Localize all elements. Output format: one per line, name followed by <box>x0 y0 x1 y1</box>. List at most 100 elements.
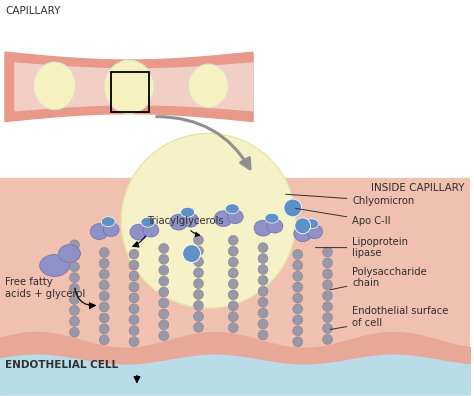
Text: Triacylglycerols: Triacylglycerols <box>147 216 224 236</box>
Circle shape <box>193 289 203 299</box>
Circle shape <box>159 276 169 286</box>
Circle shape <box>258 330 268 340</box>
Circle shape <box>99 302 109 312</box>
Circle shape <box>258 265 268 274</box>
Circle shape <box>99 291 109 301</box>
Circle shape <box>193 235 203 245</box>
Circle shape <box>99 335 109 345</box>
Circle shape <box>323 269 332 279</box>
Circle shape <box>293 271 303 281</box>
Circle shape <box>70 327 80 337</box>
Circle shape <box>228 279 238 289</box>
Circle shape <box>70 316 80 326</box>
Circle shape <box>228 246 238 256</box>
Circle shape <box>293 293 303 303</box>
Ellipse shape <box>103 223 119 236</box>
Circle shape <box>258 286 268 296</box>
Circle shape <box>293 315 303 325</box>
Circle shape <box>323 280 332 290</box>
Circle shape <box>70 251 80 261</box>
Circle shape <box>70 295 80 305</box>
Circle shape <box>193 257 203 267</box>
Ellipse shape <box>170 214 188 230</box>
Circle shape <box>293 337 303 346</box>
Circle shape <box>159 265 169 275</box>
Circle shape <box>258 297 268 307</box>
Text: INSIDE CAPILLARY: INSIDE CAPILLARY <box>371 183 465 193</box>
Bar <box>111 72 149 112</box>
Polygon shape <box>15 63 253 110</box>
Circle shape <box>129 315 139 325</box>
Circle shape <box>159 331 169 341</box>
Circle shape <box>228 290 238 300</box>
Circle shape <box>70 262 80 272</box>
Circle shape <box>228 301 238 311</box>
Circle shape <box>258 308 268 318</box>
Circle shape <box>293 326 303 336</box>
Circle shape <box>284 199 302 217</box>
Circle shape <box>323 324 332 333</box>
Circle shape <box>99 269 109 279</box>
Circle shape <box>159 309 169 319</box>
Circle shape <box>129 282 139 292</box>
Text: Free fatty
acids + glycerol: Free fatty acids + glycerol <box>5 278 85 299</box>
Ellipse shape <box>182 213 199 227</box>
Circle shape <box>228 235 238 245</box>
Circle shape <box>258 243 268 253</box>
Circle shape <box>99 280 109 290</box>
Text: Lipoprotein
lipase: Lipoprotein lipase <box>315 237 408 259</box>
Ellipse shape <box>267 219 283 233</box>
Circle shape <box>293 304 303 314</box>
Circle shape <box>228 268 238 278</box>
Ellipse shape <box>59 245 81 263</box>
Circle shape <box>70 305 80 315</box>
Circle shape <box>159 298 169 308</box>
Ellipse shape <box>130 224 148 240</box>
Circle shape <box>293 282 303 292</box>
Ellipse shape <box>214 211 232 227</box>
Circle shape <box>99 259 109 268</box>
Text: CAPILLARY: CAPILLARY <box>5 6 60 17</box>
Circle shape <box>323 247 332 257</box>
Circle shape <box>228 323 238 333</box>
Circle shape <box>159 320 169 330</box>
Ellipse shape <box>265 213 279 223</box>
Ellipse shape <box>254 220 272 236</box>
Text: ENDOTHELIAL CELL: ENDOTHELIAL CELL <box>5 360 118 370</box>
Circle shape <box>295 218 310 234</box>
Ellipse shape <box>294 226 311 242</box>
Circle shape <box>129 271 139 281</box>
Ellipse shape <box>225 204 239 214</box>
Text: Chlyomicron: Chlyomicron <box>286 194 415 206</box>
Circle shape <box>293 260 303 270</box>
Circle shape <box>159 287 169 297</box>
Ellipse shape <box>104 60 154 114</box>
Bar <box>0 178 470 394</box>
Ellipse shape <box>305 219 319 229</box>
Ellipse shape <box>181 207 194 217</box>
Circle shape <box>193 311 203 321</box>
Circle shape <box>193 322 203 332</box>
Circle shape <box>193 279 203 289</box>
Ellipse shape <box>143 223 159 237</box>
Ellipse shape <box>40 255 70 276</box>
Circle shape <box>129 249 139 259</box>
Ellipse shape <box>91 224 108 240</box>
Circle shape <box>70 240 80 250</box>
Circle shape <box>323 312 332 322</box>
Circle shape <box>99 313 109 323</box>
Ellipse shape <box>141 217 155 227</box>
Circle shape <box>70 273 80 283</box>
Circle shape <box>323 302 332 312</box>
Text: Apo C-II: Apo C-II <box>295 208 391 226</box>
Circle shape <box>129 304 139 314</box>
Circle shape <box>129 326 139 335</box>
Circle shape <box>129 293 139 303</box>
Circle shape <box>70 284 80 293</box>
Ellipse shape <box>34 62 75 110</box>
Circle shape <box>323 291 332 301</box>
Circle shape <box>129 337 139 346</box>
Ellipse shape <box>101 217 115 227</box>
Circle shape <box>293 249 303 259</box>
Circle shape <box>182 245 201 263</box>
